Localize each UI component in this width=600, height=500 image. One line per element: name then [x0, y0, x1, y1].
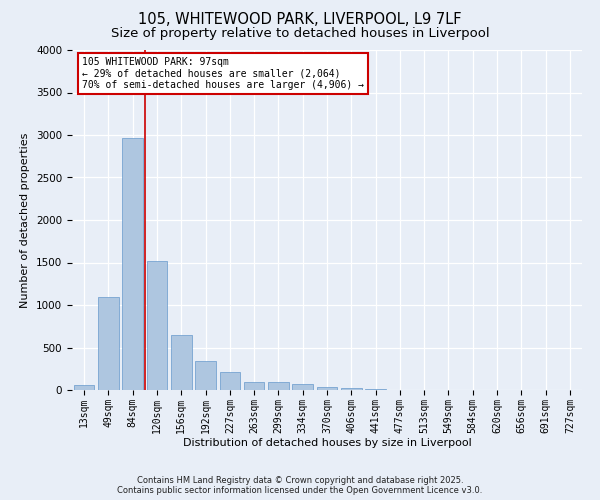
X-axis label: Distribution of detached houses by size in Liverpool: Distribution of detached houses by size …	[182, 438, 472, 448]
Bar	[122, 138, 143, 390]
Bar	[171, 335, 191, 390]
Bar	[146, 261, 167, 390]
Text: Size of property relative to detached houses in Liverpool: Size of property relative to detached ho…	[110, 28, 490, 40]
Bar	[220, 372, 240, 390]
Bar	[292, 384, 313, 390]
Bar	[98, 296, 119, 390]
Y-axis label: Number of detached properties: Number of detached properties	[20, 132, 31, 308]
Bar	[341, 388, 362, 390]
Text: 105 WHITEWOOD PARK: 97sqm
← 29% of detached houses are smaller (2,064)
70% of se: 105 WHITEWOOD PARK: 97sqm ← 29% of detac…	[82, 57, 364, 90]
Text: Contains HM Land Registry data © Crown copyright and database right 2025.
Contai: Contains HM Land Registry data © Crown c…	[118, 476, 482, 495]
Text: 105, WHITEWOOD PARK, LIVERPOOL, L9 7LF: 105, WHITEWOOD PARK, LIVERPOOL, L9 7LF	[138, 12, 462, 28]
Bar	[74, 386, 94, 390]
Bar	[365, 389, 386, 390]
Bar	[195, 361, 216, 390]
Bar	[317, 388, 337, 390]
Bar	[244, 382, 265, 390]
Bar	[268, 382, 289, 390]
